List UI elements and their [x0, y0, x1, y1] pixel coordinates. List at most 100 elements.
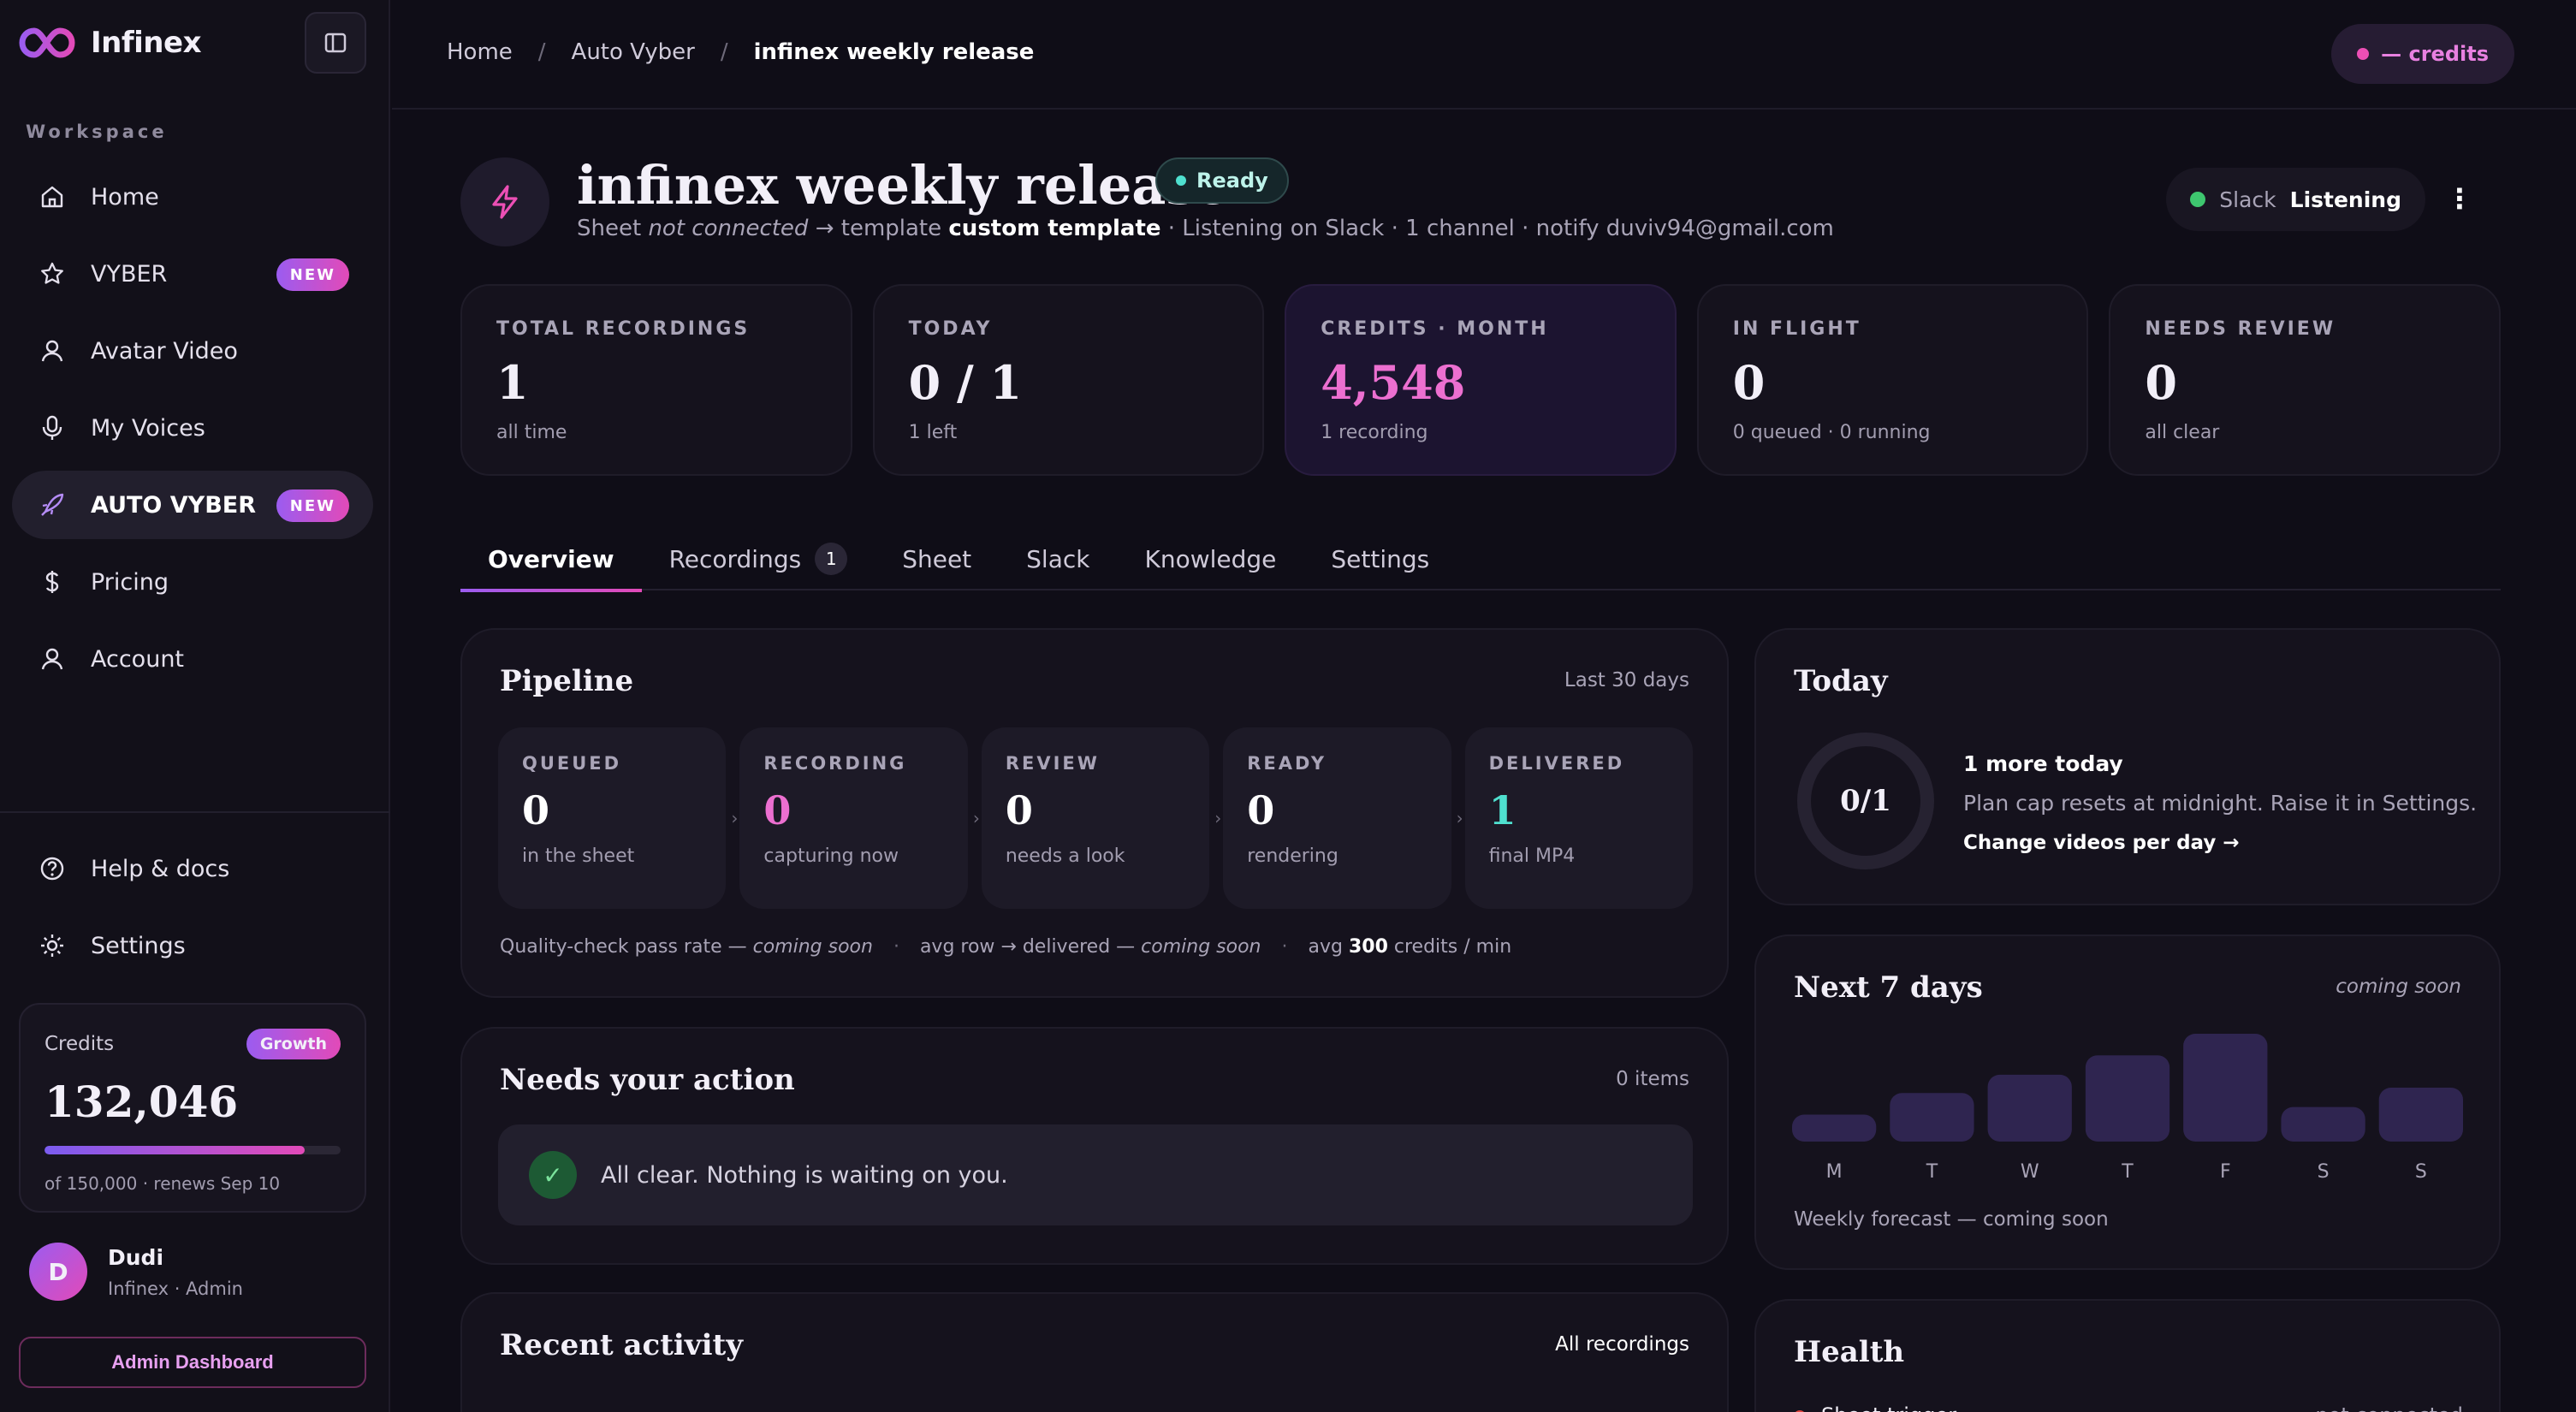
sidebar-item-avatar-video[interactable]: Avatar Video — [12, 317, 373, 385]
stage-value: 0 — [1005, 787, 1033, 834]
forecast-bar — [1890, 1093, 1974, 1142]
stage-value: 1 — [1488, 787, 1517, 834]
stage-label: READY — [1247, 753, 1327, 774]
stage-label: RECORDING — [763, 753, 907, 774]
stage-delivered[interactable]: DELIVERED 1 final MP4 — [1464, 727, 1694, 909]
sidebar-item-my-voices[interactable]: My Voices — [12, 394, 373, 462]
sidebar-item-settings[interactable]: Settings — [12, 911, 373, 980]
sidebar-item-label: Account — [91, 645, 185, 673]
infinity-logo-icon — [19, 27, 75, 58]
pipeline-title: Pipeline — [500, 664, 634, 698]
rocket-icon — [38, 490, 67, 519]
needs-action-card: Needs your action 0 items ✓ All clear. N… — [460, 1027, 1729, 1265]
help-icon — [38, 854, 67, 883]
sidebar-item-home[interactable]: Home — [12, 163, 373, 231]
pipeline-card: Pipeline Last 30 days QUEUED 0 in the sh… — [460, 628, 1729, 998]
tab-label: Settings — [1331, 544, 1430, 573]
credits-progress-fill — [45, 1146, 306, 1154]
sidebar-item-help[interactable]: Help & docs — [12, 834, 373, 903]
status-dot-icon — [1794, 1410, 1806, 1412]
slack-status-pill[interactable]: Slack Listening — [2166, 168, 2425, 231]
sidebar-bottom-nav: Help & docs Settings — [12, 834, 373, 988]
forecast-bar — [1792, 1114, 1877, 1142]
qc-value: coming soon — [752, 936, 873, 958]
credits-card: Credits Growth 132,046 of 150,000 · rene… — [19, 1003, 366, 1213]
tab-overview[interactable]: Overview — [460, 527, 642, 592]
tab-knowledge[interactable]: Knowledge — [1117, 527, 1303, 590]
user-icon — [38, 336, 67, 365]
stat-note: all clear — [2145, 422, 2220, 443]
sidebar-nav: Home VYBER NEW Avatar Video My Voices AU… — [12, 163, 373, 702]
all-recordings-link[interactable]: All recordings — [1555, 1333, 1689, 1356]
sidebar-item-label: AUTO VYBER — [91, 491, 257, 519]
stage-value: 0 — [522, 787, 550, 834]
plan-badge: Growth — [246, 1029, 341, 1059]
more-options-icon[interactable]: ⋮ — [2446, 182, 2473, 215]
rate-value: 300 — [1348, 936, 1388, 958]
topbar: Home / Auto Vyber / infinex weekly relea… — [392, 0, 2576, 110]
tab-recordings[interactable]: Recordings 1 — [642, 527, 875, 590]
stage-queued[interactable]: QUEUED 0 in the sheet › — [498, 727, 738, 909]
workspace-label: Workspace — [26, 122, 168, 142]
stat-needs-review: NEEDS REVIEW 0 all clear — [2109, 284, 2501, 476]
today-title: Today — [1794, 664, 1888, 698]
sidebar-item-pricing[interactable]: Pricing — [12, 548, 373, 616]
stage-ready[interactable]: READY 0 rendering › — [1223, 727, 1463, 909]
pipeline-range[interactable]: Last 30 days — [1564, 669, 1689, 691]
today-card: Today 0/1 1 more today Plan cap resets a… — [1754, 628, 2501, 905]
credits-label: Credits — [45, 1033, 115, 1055]
sidebar-item-vyber[interactable]: VYBER NEW — [12, 240, 373, 308]
credits-note: of 150,000 · renews Sep 10 — [45, 1173, 281, 1194]
breadcrumb-auto-vyber[interactable]: Auto Vyber — [571, 39, 695, 65]
tab-settings[interactable]: Settings — [1303, 527, 1457, 590]
sidebar-item-auto-vyber[interactable]: AUTO VYBER NEW — [12, 471, 373, 539]
brand[interactable]: Infinex — [19, 19, 202, 67]
stat-value: 4,548 — [1321, 355, 1466, 410]
chevron-right-icon: › — [1456, 808, 1463, 828]
stage-value: 0 — [763, 787, 792, 834]
qc-label: Quality-check pass rate — — [500, 936, 753, 958]
stage-note: final MP4 — [1488, 845, 1576, 867]
pipeline-footer: Quality-check pass rate — coming soon · av… — [500, 936, 1511, 958]
forecast-day-label: S — [2415, 1161, 2427, 1183]
stage-review[interactable]: REVIEW 0 needs a look › — [981, 727, 1221, 909]
microphone-icon — [38, 413, 67, 442]
stat-note: 1 recording — [1321, 422, 1428, 443]
chevron-right-icon: › — [972, 808, 980, 828]
stage-label: REVIEW — [1005, 753, 1100, 774]
admin-dashboard-button[interactable]: Admin Dashboard — [19, 1337, 366, 1388]
stat-value: 0 — [1732, 355, 1766, 410]
stat-value: 1 — [496, 355, 529, 410]
forecast-bar — [2378, 1088, 2463, 1142]
change-videos-link[interactable]: Change videos per day → — [1963, 832, 2240, 854]
breadcrumb-home[interactable]: Home — [447, 39, 513, 65]
template-name[interactable]: custom template — [948, 216, 1161, 241]
stats-row: TOTAL RECORDINGS 1 all time TODAY 0 / 1 … — [460, 284, 2501, 476]
forecast-bar — [2281, 1106, 2365, 1142]
sidebar-item-account[interactable]: Account — [12, 625, 373, 693]
user-icon — [38, 644, 67, 673]
stage-note: needs a look — [1005, 845, 1125, 867]
avg-label: avg row → delivered — — [919, 936, 1142, 958]
user-profile[interactable]: D Dudi Infinex · Admin — [29, 1243, 243, 1301]
status-dot-icon — [1176, 175, 1186, 186]
sidebar-item-label: Settings — [91, 932, 186, 959]
stat-label: IN FLIGHT — [1732, 318, 1861, 340]
tab-slack[interactable]: Slack — [999, 527, 1117, 590]
tab-label: Sheet — [902, 544, 972, 573]
stat-note: 1 left — [908, 422, 958, 443]
all-clear-text: All clear. Nothing is waiting on you. — [601, 1161, 1008, 1189]
slack-label: Slack — [2219, 187, 2276, 212]
tab-label: Knowledge — [1144, 544, 1277, 573]
recent-activity-title: Recent activity — [500, 1328, 743, 1362]
collapse-sidebar-button[interactable] — [305, 12, 366, 74]
avg-value: coming soon — [1141, 936, 1261, 958]
tab-sheet[interactable]: Sheet — [875, 527, 999, 590]
health-card: Health Sheet trigger not connected — [1754, 1299, 2501, 1412]
sidebar-item-label: Avatar Video — [91, 337, 238, 365]
stat-value: 0 / 1 — [908, 355, 1023, 410]
stage-recording[interactable]: RECORDING 0 capturing now › — [739, 727, 980, 909]
health-row-label: Sheet trigger — [1794, 1403, 1956, 1412]
credits-pill[interactable]: — credits — [2331, 24, 2514, 84]
